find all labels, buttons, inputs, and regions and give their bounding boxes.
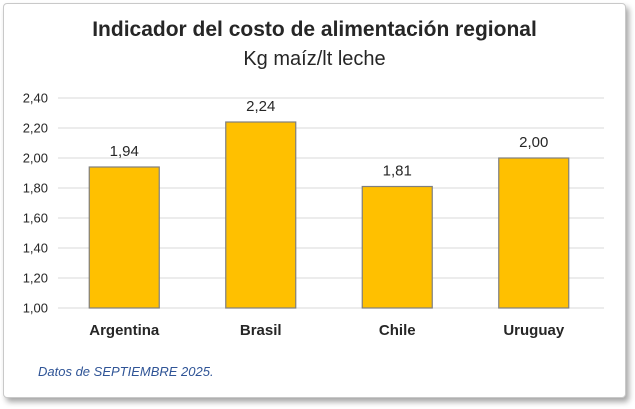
bar-chile — [361, 185, 433, 309]
y-tick-label: 1,80 — [23, 181, 48, 196]
x-category-label: Uruguay — [503, 322, 565, 339]
y-tick-label: 2,00 — [23, 151, 48, 166]
data-label: 1,94 — [110, 143, 139, 160]
y-tick-label: 1,00 — [23, 301, 48, 316]
x-category-label: Argentina — [89, 322, 160, 339]
y-tick-label: 2,40 — [23, 91, 48, 106]
bar-brasil — [225, 121, 297, 309]
chart-subtitle: Kg maíz/lt leche — [243, 48, 386, 70]
data-labels: 1,94 2,24 1,81 2,00 — [110, 98, 549, 180]
data-label: 2,24 — [246, 98, 275, 115]
y-tick-label: 1,20 — [23, 271, 48, 286]
data-label: 2,00 — [519, 134, 548, 151]
x-category-label: Brasil — [240, 322, 282, 339]
chart-title: Indicador del costo de alimentación regi… — [92, 18, 537, 41]
x-axis-labels: Argentina Brasil Chile Uruguay — [89, 322, 565, 339]
bar-argentina — [88, 166, 160, 309]
y-axis-ticks: 1,00 1,20 1,40 1,60 1,80 2,00 2,20 2,40 — [23, 91, 48, 316]
chart-frame: Indicador del costo de alimentación regi… — [3, 3, 626, 398]
bars — [88, 121, 570, 309]
data-label: 1,81 — [383, 163, 412, 180]
y-tick-label: 1,40 — [23, 241, 48, 256]
footnote: Datos de SEPTIEMBRE 2025. — [38, 364, 214, 379]
bar-chart: 1,00 1,20 1,40 1,60 1,80 2,00 2,20 2,40 1,94 2,2… — [23, 91, 604, 339]
y-tick-label: 2,20 — [23, 121, 48, 136]
bar-uruguay — [498, 157, 570, 309]
x-category-label: Chile — [379, 322, 416, 339]
y-tick-label: 1,60 — [23, 211, 48, 226]
